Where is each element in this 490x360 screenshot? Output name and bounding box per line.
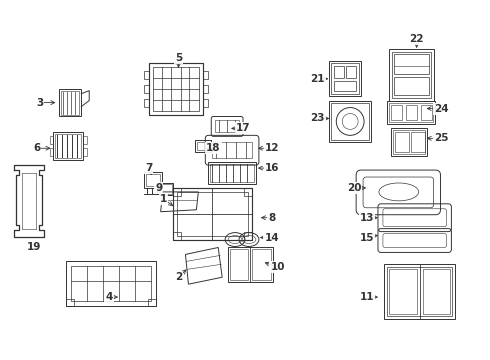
Bar xyxy=(215,121,239,132)
Bar xyxy=(203,71,208,79)
Text: 19: 19 xyxy=(26,243,41,252)
Bar xyxy=(172,231,180,239)
Bar xyxy=(72,266,151,301)
Bar xyxy=(149,63,203,114)
Text: 7: 7 xyxy=(145,163,152,173)
Text: 14: 14 xyxy=(265,233,279,243)
Bar xyxy=(210,164,254,182)
Text: 18: 18 xyxy=(206,143,220,153)
Bar xyxy=(393,130,425,154)
Text: 3: 3 xyxy=(36,98,43,108)
Bar xyxy=(49,136,53,144)
Bar xyxy=(387,267,452,316)
Bar xyxy=(387,100,435,125)
Bar xyxy=(49,148,53,156)
Text: 17: 17 xyxy=(236,123,250,134)
Bar xyxy=(394,77,429,95)
Bar xyxy=(420,105,432,121)
Bar xyxy=(391,129,427,156)
Bar xyxy=(196,140,211,152)
Bar xyxy=(146,174,160,186)
Bar xyxy=(392,52,431,98)
Bar xyxy=(172,188,180,196)
Bar xyxy=(212,142,252,158)
Text: 4: 4 xyxy=(105,292,113,302)
Bar xyxy=(55,134,81,158)
Text: 2: 2 xyxy=(175,272,182,282)
Bar xyxy=(391,105,402,121)
Text: 10: 10 xyxy=(270,262,285,272)
Bar xyxy=(329,61,361,96)
Bar xyxy=(389,103,433,122)
Bar xyxy=(228,247,273,282)
Bar xyxy=(172,188,252,239)
Bar xyxy=(159,183,172,195)
Bar xyxy=(244,231,252,239)
Text: 24: 24 xyxy=(434,104,449,113)
Text: 15: 15 xyxy=(360,233,374,243)
Text: 9: 9 xyxy=(155,183,162,193)
Text: 13: 13 xyxy=(360,213,374,223)
Bar xyxy=(148,299,156,306)
Text: 25: 25 xyxy=(434,133,449,143)
Bar xyxy=(144,99,149,107)
Bar xyxy=(331,63,359,94)
Bar xyxy=(252,249,271,280)
Bar xyxy=(203,85,208,93)
Bar xyxy=(160,184,172,194)
Text: 12: 12 xyxy=(265,143,279,153)
Text: 21: 21 xyxy=(310,74,325,84)
Bar xyxy=(384,264,455,319)
Bar xyxy=(153,67,199,111)
Text: 5: 5 xyxy=(175,53,182,63)
Bar xyxy=(83,136,87,144)
Text: 8: 8 xyxy=(268,213,275,223)
Bar xyxy=(334,66,344,78)
Bar xyxy=(230,249,248,280)
Text: 1: 1 xyxy=(160,194,167,204)
Bar xyxy=(334,81,356,91)
Bar xyxy=(411,132,425,152)
Text: 20: 20 xyxy=(347,183,362,193)
Bar xyxy=(144,71,149,79)
Bar xyxy=(53,132,83,160)
Bar xyxy=(197,142,209,150)
Text: 22: 22 xyxy=(410,34,424,44)
Bar xyxy=(422,269,450,314)
Bar xyxy=(144,172,162,188)
Bar xyxy=(394,54,429,74)
Bar xyxy=(83,148,87,156)
Text: 23: 23 xyxy=(310,113,325,123)
Bar xyxy=(59,89,81,117)
Bar xyxy=(61,91,79,114)
Text: 11: 11 xyxy=(360,292,374,302)
Bar xyxy=(389,49,434,100)
Bar xyxy=(66,261,156,306)
Bar xyxy=(329,100,371,142)
Bar xyxy=(208,162,256,184)
Bar xyxy=(176,192,248,235)
Bar xyxy=(66,299,74,306)
Bar xyxy=(346,66,356,78)
Text: 6: 6 xyxy=(33,143,40,153)
Bar xyxy=(331,103,369,140)
Bar xyxy=(389,269,416,314)
Bar xyxy=(406,105,416,121)
Text: 16: 16 xyxy=(265,163,279,173)
Bar xyxy=(203,99,208,107)
Bar xyxy=(144,85,149,93)
Bar xyxy=(395,132,409,152)
Bar xyxy=(244,188,252,196)
